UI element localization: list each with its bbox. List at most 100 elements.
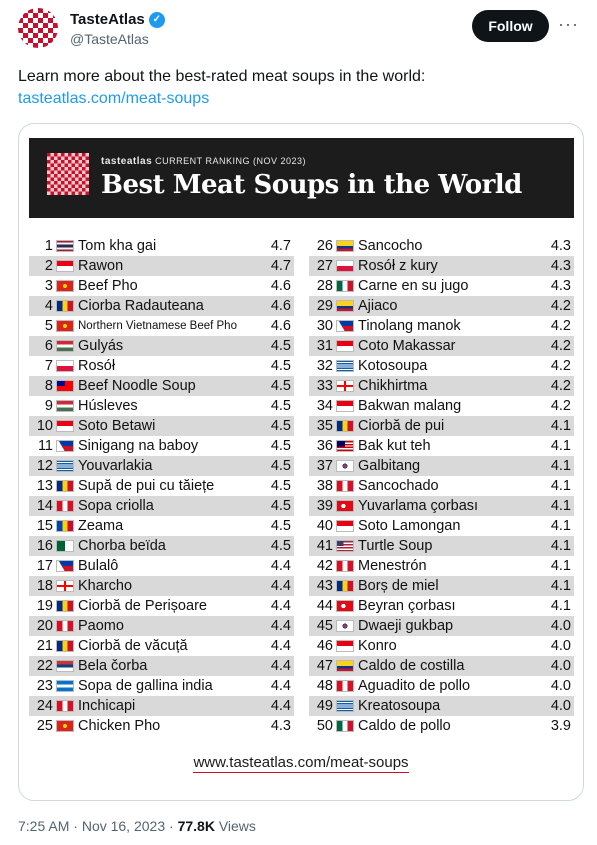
rank-number: 21 <box>36 638 53 654</box>
ranking-row: 5 Northern Vietnamese Beef Pho 4.6 <box>29 316 294 336</box>
account-avatar[interactable] <box>18 8 58 48</box>
flag-icon <box>56 460 74 472</box>
rank-number: 4 <box>44 298 53 314</box>
dish-score: 4.0 <box>550 698 571 714</box>
dish-score: 4.0 <box>550 678 571 694</box>
rank-number: 6 <box>44 338 53 354</box>
flag-icon <box>336 420 354 432</box>
rank-number: 8 <box>44 378 53 394</box>
rank-number: 16 <box>36 538 53 554</box>
meta-separator: · <box>169 818 174 834</box>
ranking-banner: tasteatlas CURRENT RANKING (NOV 2023) Be… <box>29 138 574 218</box>
ranking-row: 30 Tinolang manok 4.2 <box>309 316 574 336</box>
ranking-row: 22 Bela čorba 4.4 <box>29 656 294 676</box>
ranking-row: 39 Yuvarlama çorbası 4.1 <box>309 496 574 516</box>
rank-number: 13 <box>36 478 53 494</box>
rank-number: 42 <box>316 558 333 574</box>
banner-ranking-date: CURRENT RANKING (NOV 2023) <box>155 156 307 166</box>
ranking-row: 17 Bulalô 4.4 <box>29 556 294 576</box>
ranking-row: 43 Borș de miel 4.1 <box>309 576 574 596</box>
more-options-icon[interactable]: ··· <box>558 14 579 34</box>
flag-icon <box>56 540 74 552</box>
tweet-image[interactable]: tasteatlas CURRENT RANKING (NOV 2023) Be… <box>18 123 584 801</box>
dish-score: 4.7 <box>270 238 291 254</box>
flag-icon <box>56 520 74 532</box>
ranking-row: 41 Turtle Soup 4.1 <box>309 536 574 556</box>
dish-name: Beyran çorbası <box>358 598 456 614</box>
dish-score: 4.5 <box>270 338 291 354</box>
ranking-row: 9 Húsleves 4.5 <box>29 396 294 416</box>
flag-icon <box>336 680 354 692</box>
rank-number: 26 <box>316 238 333 254</box>
ranking-row: 29 Ajiaco 4.2 <box>309 296 574 316</box>
rank-number: 14 <box>36 498 53 514</box>
flag-icon <box>336 620 354 632</box>
dish-score: 4.4 <box>270 638 291 654</box>
rank-number: 32 <box>316 358 333 374</box>
ranking-row: 14 Sopa criolla 4.5 <box>29 496 294 516</box>
dish-score: 4.5 <box>270 478 291 494</box>
dish-name: Konro <box>358 638 397 654</box>
meta-separator: · <box>73 818 78 834</box>
dish-score: 4.2 <box>550 398 571 414</box>
dish-name: Sinigang na baboy <box>78 438 199 454</box>
flag-icon <box>56 500 74 512</box>
follow-button[interactable]: Follow <box>472 10 549 42</box>
rank-number: 9 <box>44 398 53 414</box>
ranking-row: 34 Bakwan malang 4.2 <box>309 396 574 416</box>
image-footer-url: www.tasteatlas.com/meat-soups <box>19 754 583 773</box>
dish-score: 4.6 <box>270 298 291 314</box>
dish-score: 4.1 <box>550 418 571 434</box>
ranking-row: 36 Bak kut teh 4.1 <box>309 436 574 456</box>
dish-name: Coto Makassar <box>358 338 456 354</box>
dish-score: 4.0 <box>550 658 571 674</box>
flag-icon <box>56 580 74 592</box>
views-label: Views <box>218 818 256 834</box>
ranking-row: 32 Kotosoupa 4.2 <box>309 356 574 376</box>
ranking-row: 38 Sancochado 4.1 <box>309 476 574 496</box>
dish-name: Caldo de costilla <box>358 658 465 674</box>
ranking-row: 45 Dwaeji gukbap 4.0 <box>309 616 574 636</box>
dish-score: 4.1 <box>550 458 571 474</box>
flag-icon <box>336 240 354 252</box>
dish-score: 4.4 <box>270 658 291 674</box>
ranking-row: 28 Carne en su jugo 4.3 <box>309 276 574 296</box>
dish-score: 4.6 <box>270 318 291 334</box>
account-name[interactable]: TasteAtlas <box>70 11 145 28</box>
flag-icon <box>336 260 354 272</box>
tweet-date[interactable]: Nov 16, 2023 <box>81 818 166 834</box>
dish-name: Bak kut teh <box>358 438 431 454</box>
tweet-link[interactable]: tasteatlas.com/meat-soups <box>18 90 210 107</box>
flag-icon <box>336 320 354 332</box>
flag-icon <box>56 320 74 332</box>
ranking-column-right: 26 Sancocho 4.3 27 Rosół z kury 4.3 28 Carne en… <box>309 236 574 736</box>
flag-icon <box>336 720 354 732</box>
dish-name: Húsleves <box>78 398 138 414</box>
ranking-row: 10 Soto Betawi 4.5 <box>29 416 294 436</box>
account-handle[interactable]: @TasteAtlas <box>70 31 149 47</box>
dish-score: 4.5 <box>270 378 291 394</box>
flag-icon <box>336 360 354 372</box>
dish-score: 4.2 <box>550 318 571 334</box>
rank-number: 39 <box>316 498 333 514</box>
dish-name: Rosół z kury <box>358 258 438 274</box>
rank-number: 12 <box>36 458 53 474</box>
dish-name: Beef Noodle Soup <box>78 378 196 394</box>
flag-icon <box>336 500 354 512</box>
dish-score: 4.1 <box>550 438 571 454</box>
tweet-time[interactable]: 7:25 AM <box>18 818 70 834</box>
ranking-row: 20 Paomo 4.4 <box>29 616 294 636</box>
flag-icon <box>336 640 354 652</box>
ranking-row: 6 Gulyás 4.5 <box>29 336 294 356</box>
flag-icon <box>56 380 74 392</box>
ranking-row: 16 Chorba beïda 4.5 <box>29 536 294 556</box>
ranking-column-left: 1 Tom kha gai 4.7 2 Rawon 4.7 3 Beef Pho 4.6 4 Cio… <box>29 236 294 736</box>
flag-icon <box>336 560 354 572</box>
rank-number: 15 <box>36 518 53 534</box>
account-name-row[interactable]: TasteAtlas ✓ <box>70 11 165 28</box>
dish-score: 4.4 <box>270 618 291 634</box>
rank-number: 31 <box>316 338 333 354</box>
dish-name: Soto Lamongan <box>358 518 461 534</box>
verified-badge-icon: ✓ <box>148 11 165 28</box>
rank-number: 33 <box>316 378 333 394</box>
